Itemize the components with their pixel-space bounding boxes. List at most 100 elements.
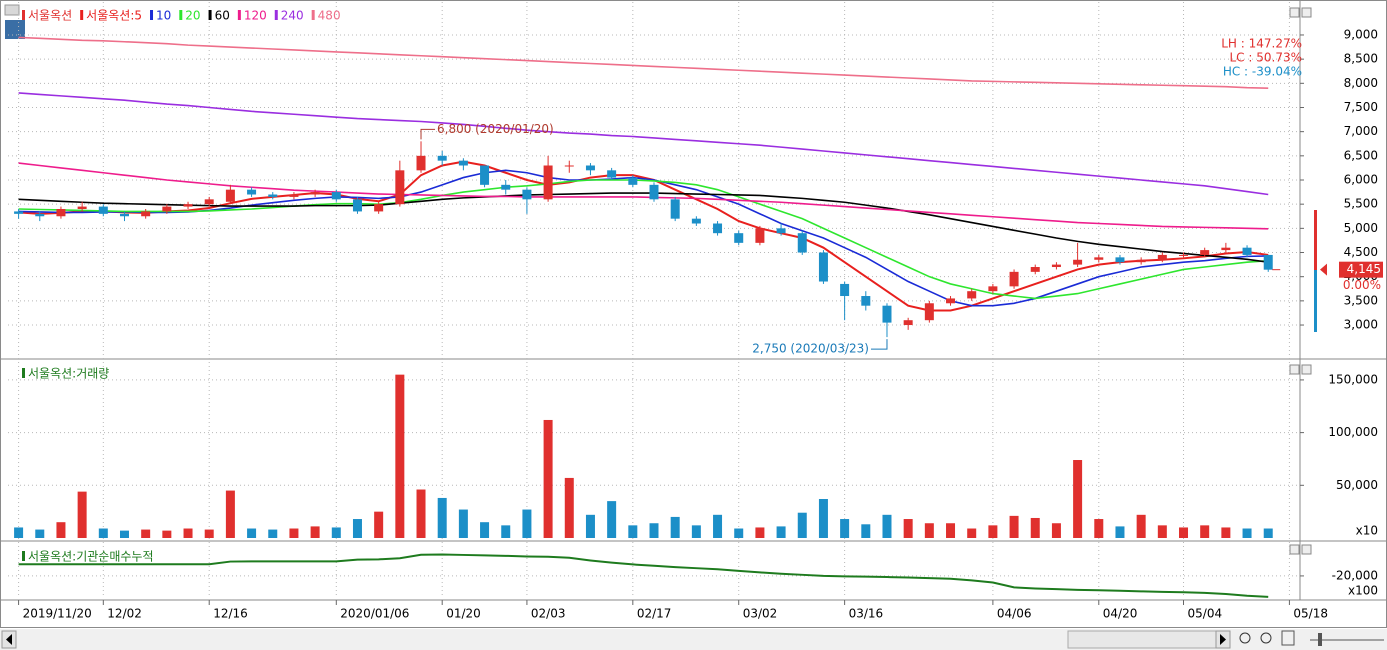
annotation-arrow bbox=[870, 339, 888, 350]
y-tick-label: 100,000 bbox=[1328, 425, 1378, 439]
volume-bar bbox=[119, 530, 129, 538]
candle-body bbox=[1136, 259, 1146, 263]
legend-label: 10 bbox=[156, 9, 171, 23]
volume-bar bbox=[840, 519, 850, 538]
candle-body bbox=[501, 184, 511, 190]
candle-body bbox=[1051, 264, 1061, 268]
candle-body bbox=[1242, 247, 1252, 255]
candle-body bbox=[14, 211, 24, 214]
close-button[interactable] bbox=[1301, 544, 1312, 555]
volume-bar bbox=[903, 519, 913, 538]
candle-body bbox=[352, 199, 362, 212]
volume-bar bbox=[374, 511, 384, 538]
candle-body bbox=[98, 206, 108, 214]
candle-body bbox=[247, 189, 257, 195]
candle-body bbox=[713, 223, 723, 234]
volume-bar bbox=[818, 499, 828, 538]
y-tick-label: 7,500 bbox=[1344, 100, 1378, 114]
volume-bar bbox=[755, 527, 765, 538]
stat-label: LC : 50.73% bbox=[1230, 51, 1303, 65]
volume-bar bbox=[1030, 517, 1040, 538]
candle-body bbox=[734, 233, 744, 243]
candle-body bbox=[543, 165, 553, 200]
candle-body bbox=[35, 213, 45, 217]
slider-thumb[interactable] bbox=[1318, 633, 1322, 646]
candle-body bbox=[119, 213, 129, 217]
close-button[interactable] bbox=[1301, 364, 1312, 375]
x-tick-label: 03/02 bbox=[743, 607, 778, 621]
volume-bar bbox=[35, 529, 45, 538]
candle-body bbox=[331, 192, 341, 200]
volume-bar bbox=[183, 528, 193, 538]
candle-body bbox=[1221, 247, 1231, 251]
y-tick-label: 3,500 bbox=[1344, 293, 1378, 307]
bar-width[interactable] bbox=[1281, 630, 1295, 646]
volume-bar bbox=[1009, 515, 1019, 538]
x-tick-label: 03/16 bbox=[849, 607, 884, 621]
x-tick-label: 12/02 bbox=[107, 607, 142, 621]
volume-bar bbox=[1221, 527, 1231, 538]
legend-marker bbox=[311, 10, 315, 20]
candle-body bbox=[289, 194, 299, 197]
x-tick-label: 12/16 bbox=[213, 607, 248, 621]
scrollbar bbox=[0, 629, 1387, 650]
annotation-arrow bbox=[420, 128, 436, 140]
scroll-thumb[interactable] bbox=[1067, 630, 1217, 649]
candle-body bbox=[861, 296, 871, 306]
close-button[interactable] bbox=[1301, 7, 1312, 18]
volume-bar bbox=[861, 524, 871, 538]
candle-body bbox=[480, 165, 490, 185]
candle-body bbox=[882, 305, 892, 323]
y-tick-label: 50,000 bbox=[1336, 478, 1378, 492]
candle-body bbox=[416, 155, 426, 171]
candle-body bbox=[310, 192, 320, 195]
volume-bar bbox=[437, 497, 447, 538]
candle-body bbox=[607, 170, 617, 178]
x-tick-label: 05/04 bbox=[1188, 607, 1223, 621]
volume-bar bbox=[607, 501, 617, 538]
volume-bar bbox=[946, 523, 956, 538]
volume-bar bbox=[882, 514, 892, 538]
volume-bar bbox=[713, 514, 723, 538]
x-tick-label: 2020/01/06 bbox=[340, 607, 409, 621]
candle-body bbox=[141, 211, 151, 217]
volume-bar bbox=[352, 519, 362, 538]
y-tick-label: -20,000 bbox=[1332, 568, 1378, 582]
volume-bar bbox=[225, 490, 235, 538]
mode-icon[interactable] bbox=[5, 20, 25, 39]
range-indicator bbox=[1314, 270, 1317, 332]
arrow-icon bbox=[6, 634, 12, 645]
volume-bar bbox=[564, 477, 574, 538]
volume-bar bbox=[988, 525, 998, 538]
ma-line bbox=[18, 169, 1269, 307]
volume-bar bbox=[1073, 460, 1083, 538]
legend-marker bbox=[22, 368, 25, 378]
volume-bar bbox=[967, 528, 977, 538]
volume-bar bbox=[543, 419, 553, 538]
zoom-out[interactable] bbox=[1239, 632, 1251, 644]
volume-bar bbox=[268, 529, 278, 538]
candle-body bbox=[522, 189, 532, 200]
candle-body bbox=[1030, 267, 1040, 272]
minimize-button[interactable] bbox=[1289, 7, 1300, 18]
x-tick-label: 01/20 bbox=[446, 607, 481, 621]
volume-bar bbox=[734, 528, 744, 538]
minimize-button[interactable] bbox=[1289, 544, 1300, 555]
volume-bar bbox=[141, 529, 151, 538]
volume-bar bbox=[1242, 528, 1252, 538]
volume-bar bbox=[670, 516, 680, 538]
volume-bar bbox=[480, 522, 490, 538]
zoom-in[interactable] bbox=[1260, 632, 1272, 644]
legend-marker bbox=[179, 10, 183, 20]
minimize-button[interactable] bbox=[1289, 364, 1300, 375]
panel-controls bbox=[1289, 7, 1312, 555]
panel-button[interactable] bbox=[4, 4, 20, 16]
candle-body bbox=[967, 291, 977, 299]
y-tick-label: 9,000 bbox=[1344, 27, 1378, 41]
candle-body bbox=[374, 204, 384, 212]
y-tick-label: 3,000 bbox=[1344, 318, 1378, 332]
volume-bar bbox=[162, 530, 172, 538]
volume-bar bbox=[585, 514, 595, 538]
